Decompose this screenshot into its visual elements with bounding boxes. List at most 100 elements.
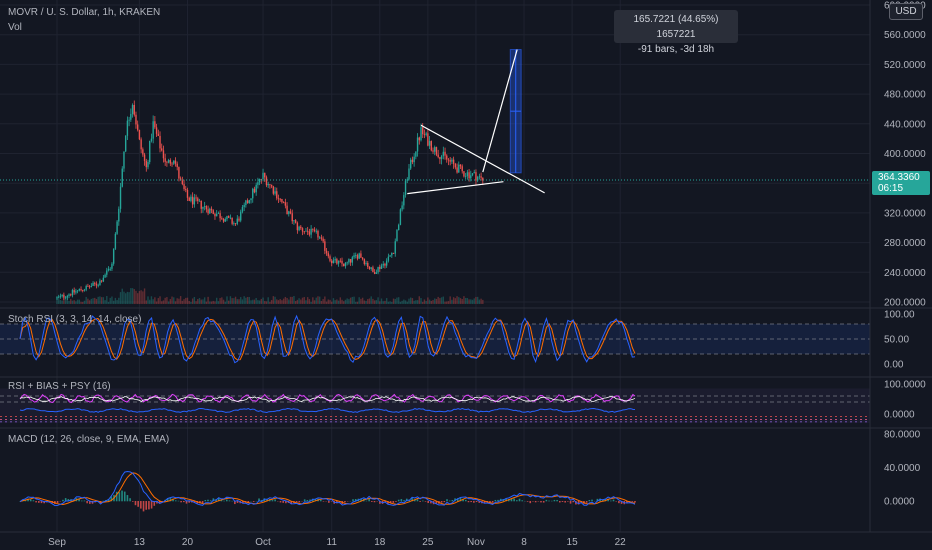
volume-bar (106, 296, 108, 304)
candle-body (145, 160, 147, 168)
volume-bar (272, 296, 275, 304)
volume-bar (277, 300, 280, 304)
candle-body (92, 282, 94, 286)
macd-histogram-bar (185, 501, 188, 504)
volume-bar (355, 301, 357, 304)
macd-histogram-bar (534, 501, 537, 503)
volume-bar (248, 297, 251, 304)
candle-body (97, 285, 99, 287)
candle-body (142, 149, 144, 155)
candle-body (331, 260, 333, 264)
candle-body (410, 159, 412, 169)
stoch-rsi-label[interactable]: Stoch RSI (3, 3, 14, 14, close) (8, 314, 141, 325)
volume-bar (136, 293, 139, 304)
macd-histogram-bar (526, 501, 529, 502)
macd-label[interactable]: MACD (12, 26, close, 9, EMA, EMA) (8, 434, 169, 445)
macd-histogram-bar (86, 501, 88, 504)
candle-body (203, 206, 206, 207)
volume-bar (58, 296, 60, 304)
macd-histogram-bar (467, 501, 470, 503)
macd-histogram-bar (422, 500, 424, 502)
candle-body (399, 209, 402, 225)
candle-body (186, 189, 189, 198)
bar-countdown: 06:15 (878, 183, 904, 194)
candle-body (430, 141, 433, 151)
candle-body (169, 160, 172, 164)
volume-bar (99, 296, 101, 304)
candle-body (56, 297, 58, 299)
volume-bar (324, 296, 326, 304)
candle-body (418, 137, 420, 141)
macd-histogram-bar (204, 500, 207, 502)
volume-bar (197, 299, 199, 304)
volume-bar (95, 299, 98, 304)
rsi-label[interactable]: RSI + BIAS + PSY (16) (8, 381, 111, 392)
candle-body (449, 160, 451, 162)
volume-bar (274, 296, 276, 304)
macd-histogram-bar (352, 499, 354, 502)
volume-bar (255, 298, 257, 304)
candle-body (143, 154, 146, 161)
volume-bar (312, 297, 314, 304)
volume-bar (246, 296, 249, 304)
candle-body (112, 248, 115, 264)
volume-bar (325, 301, 328, 304)
volume-bar (470, 299, 472, 304)
time-tick-label: Oct (255, 537, 271, 548)
macd-histogram-bar (37, 501, 40, 503)
macd-histogram-bar (491, 501, 494, 503)
candle-body (119, 186, 122, 209)
volume-bar (205, 301, 208, 304)
currency-button[interactable]: USD (889, 3, 923, 20)
volume-bar (215, 297, 218, 304)
candle-body (452, 159, 455, 164)
candle-body (212, 210, 214, 214)
volume-bar (380, 298, 383, 304)
candle-body (135, 114, 137, 125)
candle-body (217, 213, 220, 215)
volume-bar (145, 300, 147, 304)
macd-histogram-bar (561, 501, 564, 502)
candle-body (473, 172, 475, 174)
symbol-title: MOVR / U. S. Dollar, 1h, KRAKEN (8, 7, 160, 18)
volume-bar (130, 288, 132, 304)
macd-histogram-bar (228, 500, 231, 502)
current-price-tag: 364.3360 06:15 (872, 171, 930, 195)
macd-histogram-bar (328, 501, 330, 503)
volume-bar (167, 301, 170, 304)
volume-bar (219, 298, 221, 304)
volume-bar (238, 299, 240, 304)
candle-body (190, 196, 192, 201)
volume-bar (346, 298, 348, 304)
candle-body (83, 289, 86, 291)
time-tick-label: 20 (182, 537, 194, 548)
macd-histogram-bar (610, 500, 612, 502)
time-tick-label: 8 (521, 537, 527, 548)
candle-body (346, 262, 348, 264)
macd-histogram-bar (489, 501, 491, 503)
candle-body (351, 257, 354, 263)
candle-body (191, 196, 194, 205)
volume-bar (265, 301, 268, 304)
candle-body (149, 140, 151, 163)
volume-bar (461, 298, 463, 304)
volume-bar (61, 300, 63, 304)
time-tick-label: 25 (422, 537, 434, 548)
candle-body (411, 159, 414, 163)
stoch-tick-label: 0.00 (884, 360, 904, 371)
macd-histogram-bar (223, 500, 225, 502)
volume-bar (452, 297, 455, 304)
macd-line (19, 470, 636, 507)
macd-histogram-bar (142, 501, 145, 512)
macd-tick-label: 0.0000 (884, 497, 915, 508)
candle-body (425, 133, 427, 135)
macd-histogram-bar (507, 499, 510, 502)
volume-bar (126, 291, 129, 304)
volume-bar (149, 299, 151, 304)
candle-body (116, 221, 118, 234)
candle-body (111, 263, 113, 269)
candle-body (274, 191, 276, 194)
candle-body (397, 224, 400, 231)
candle-body (185, 189, 187, 190)
